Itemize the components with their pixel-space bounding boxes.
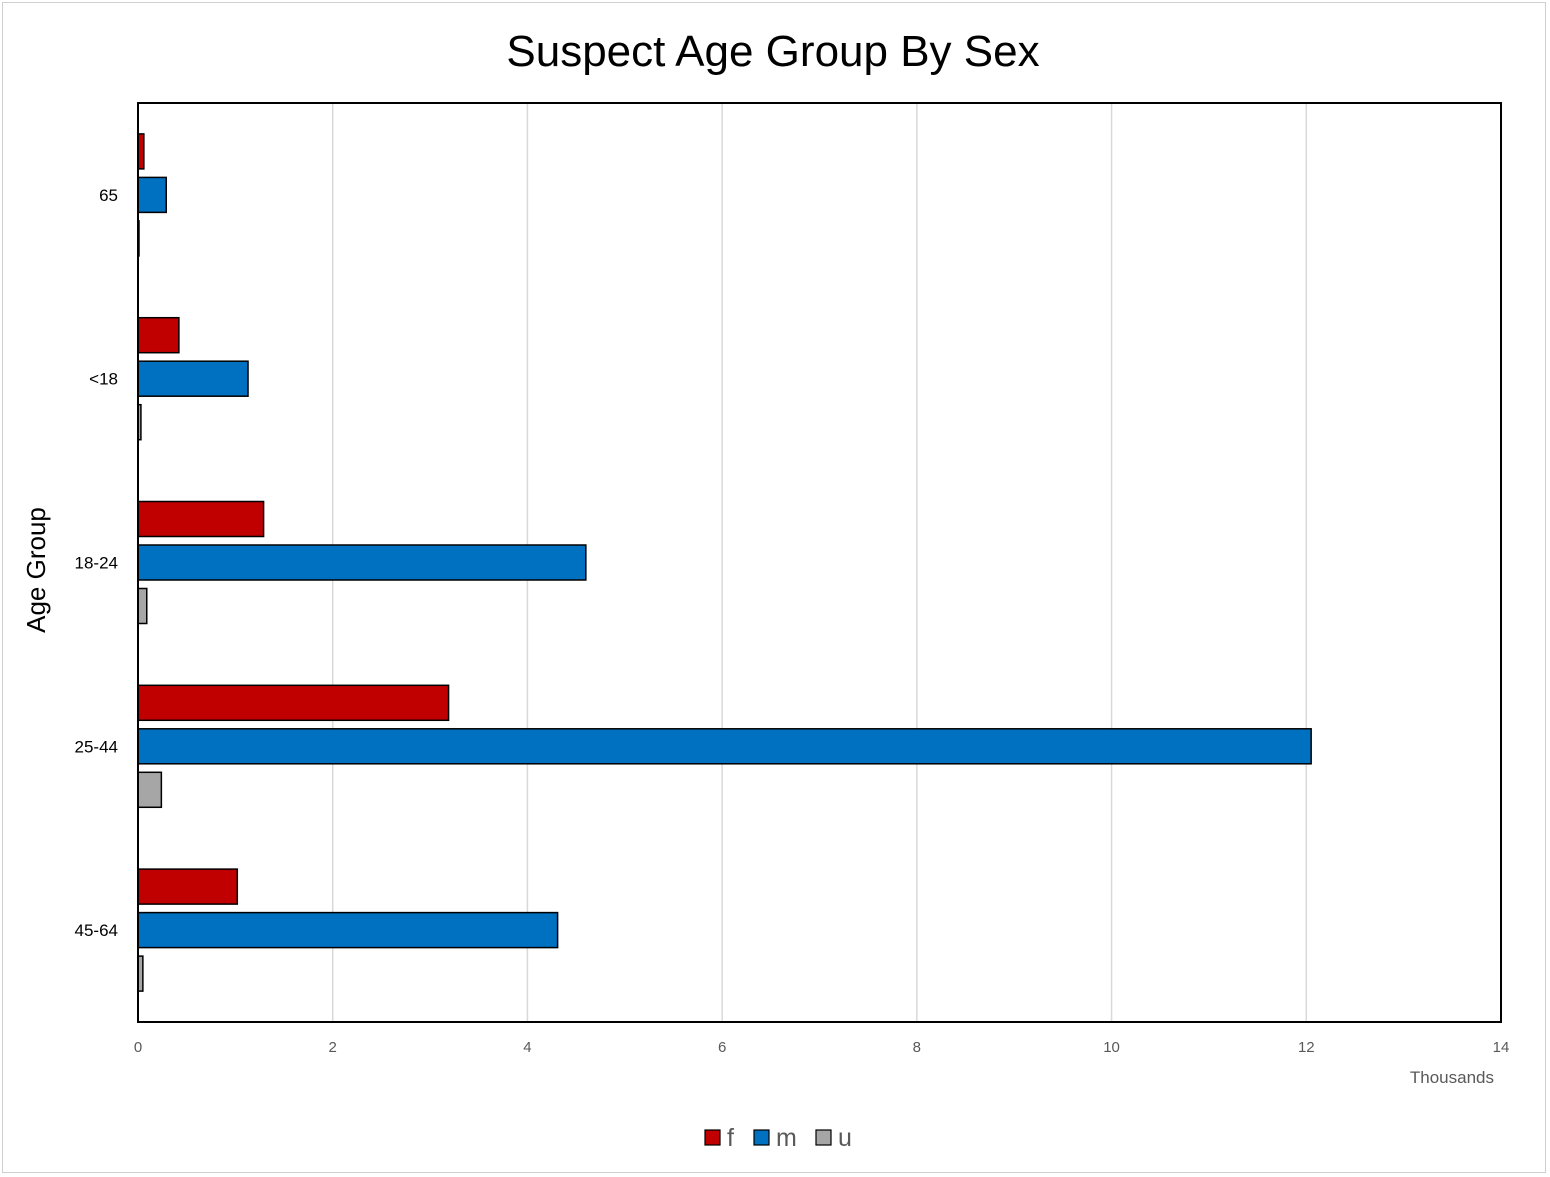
bar-layer [137,133,1312,992]
legend-label-f: f [727,1124,734,1152]
y-axis-title: Age Group [21,507,51,633]
bar-m-25-44 [137,728,1312,765]
axis-layer: 0 2 4 6 8 10 12 14 65 <18 18-24 25-44 45-64 [75,102,1510,1056]
legend-swatch-u [815,1129,832,1146]
bar-u-18-24 [137,587,148,625]
bar-m-65 [137,176,167,214]
bar-f-25-44 [137,684,450,722]
x-tick-label: 8 [913,1039,921,1056]
y-tick-label: 45-64 [75,921,118,940]
x-tick-label: 0 [134,1039,142,1056]
bar-u-25-44 [137,771,163,809]
x-axis-units-label: Thousands [1410,1068,1494,1087]
bar-m-18-24 [137,544,587,581]
x-tick-label: 10 [1103,1039,1120,1056]
x-tick-label: 6 [718,1039,726,1056]
bar-m-<18 [137,360,249,397]
x-tick-label: 4 [523,1039,531,1056]
y-tick-label: <18 [89,370,118,389]
chart-title: Suspect Age Group By Sex [506,27,1039,76]
y-tick-label: 65 [99,186,118,205]
legend-label-u: u [838,1124,852,1152]
legend-label-m: m [776,1124,797,1152]
bar-f-18-24 [137,500,265,538]
grid-layer [331,103,1308,1022]
x-tick-label: 14 [1493,1039,1510,1056]
bar-f-<18 [137,316,180,354]
bar-m-45-64 [137,911,559,949]
plot-area-border [137,102,1502,1023]
bar-f-45-64 [137,868,239,905]
legend-swatch-m [753,1129,770,1146]
y-tick-label: 25-44 [75,737,118,756]
legend-swatch-f [704,1129,721,1146]
y-tick-label: 18-24 [75,554,118,573]
x-tick-label: 12 [1298,1039,1315,1056]
x-tick-label: 2 [329,1039,337,1056]
